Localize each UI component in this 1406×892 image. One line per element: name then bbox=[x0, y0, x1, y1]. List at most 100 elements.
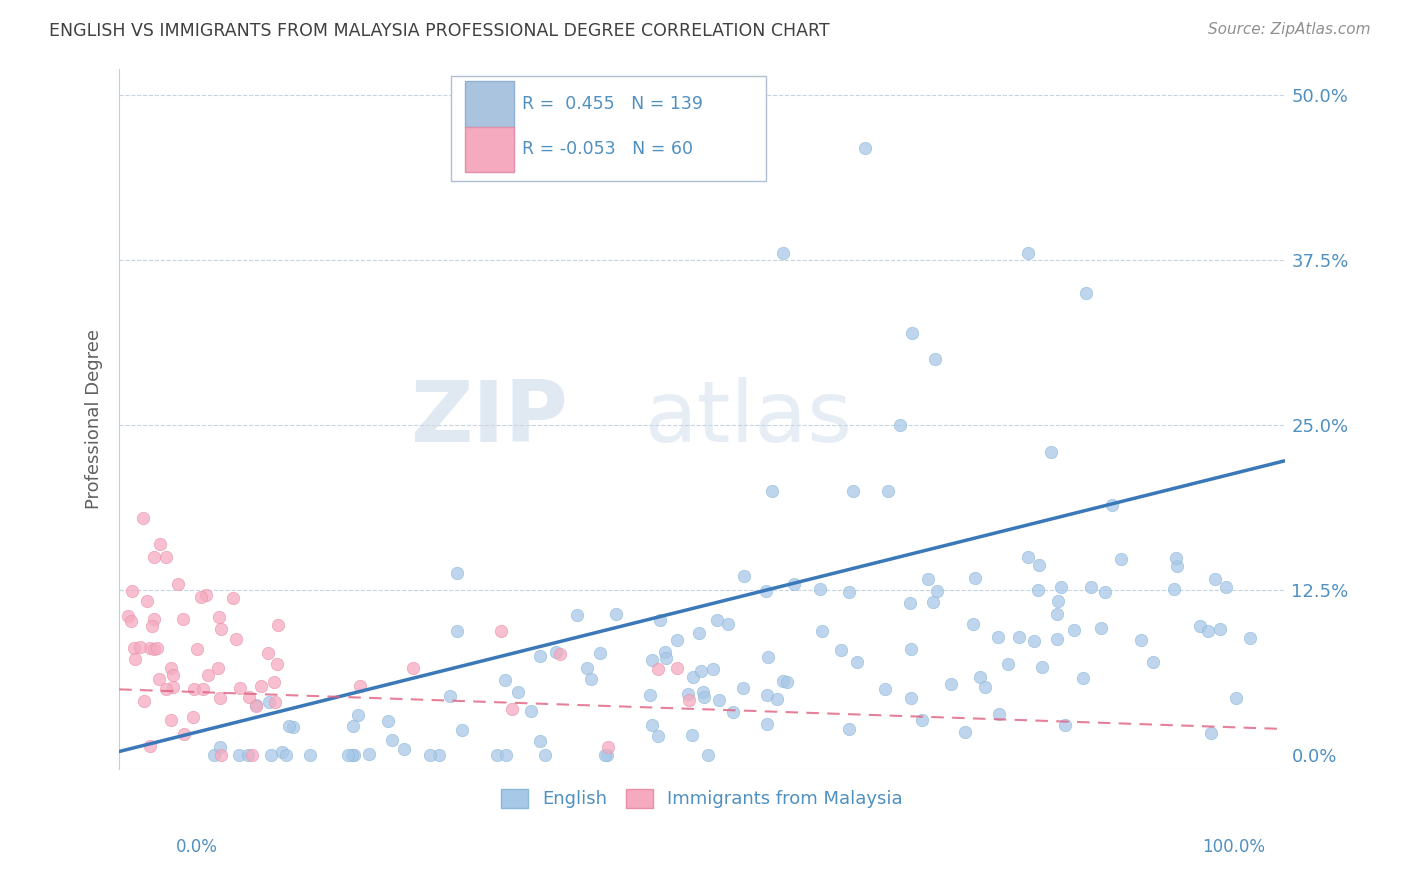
Point bbox=[145, 640, 167, 655]
Y-axis label: Professional Degree: Professional Degree bbox=[86, 328, 103, 508]
Point bbox=[277, 719, 299, 733]
Point bbox=[605, 607, 627, 621]
Point bbox=[1046, 593, 1069, 607]
Point bbox=[1071, 672, 1094, 686]
Point bbox=[900, 642, 922, 657]
Point bbox=[838, 585, 860, 599]
Point bbox=[134, 694, 156, 708]
Point bbox=[641, 718, 664, 732]
Point bbox=[122, 641, 145, 656]
Point bbox=[654, 645, 676, 659]
Text: R = -0.053   N = 60: R = -0.053 N = 60 bbox=[523, 140, 693, 159]
Point bbox=[1188, 618, 1211, 632]
Point bbox=[1142, 655, 1164, 669]
Point bbox=[1080, 581, 1102, 595]
Text: atlas: atlas bbox=[645, 377, 853, 460]
Point bbox=[1215, 580, 1237, 594]
Point bbox=[209, 748, 232, 763]
Point bbox=[266, 618, 288, 632]
Point bbox=[1225, 691, 1247, 706]
Point bbox=[155, 550, 177, 565]
Point bbox=[575, 661, 598, 675]
Point bbox=[250, 679, 273, 693]
Point bbox=[346, 708, 368, 723]
Point bbox=[924, 352, 946, 367]
Point bbox=[911, 713, 934, 727]
FancyBboxPatch shape bbox=[465, 127, 515, 172]
Point bbox=[342, 719, 364, 733]
Point bbox=[274, 748, 297, 763]
Point bbox=[343, 748, 366, 763]
Legend: English, Immigrants from Malaysia: English, Immigrants from Malaysia bbox=[494, 781, 910, 815]
Text: Source: ZipAtlas.com: Source: ZipAtlas.com bbox=[1208, 22, 1371, 37]
Point bbox=[755, 717, 778, 731]
Point bbox=[962, 616, 984, 631]
Point bbox=[593, 748, 616, 763]
Point bbox=[842, 484, 865, 499]
Point bbox=[665, 661, 688, 675]
Point bbox=[681, 728, 703, 742]
Point bbox=[209, 622, 232, 636]
Text: ENGLISH VS IMMIGRANTS FROM MALAYSIA PROFESSIONAL DEGREE CORRELATION CHART: ENGLISH VS IMMIGRANTS FROM MALAYSIA PROF… bbox=[49, 22, 830, 40]
Point bbox=[124, 652, 146, 666]
Point bbox=[682, 670, 704, 684]
Point bbox=[650, 613, 672, 627]
Point bbox=[257, 694, 280, 708]
Point bbox=[155, 681, 177, 696]
Point bbox=[208, 690, 231, 705]
Point bbox=[889, 418, 911, 433]
Point bbox=[143, 550, 166, 565]
Point bbox=[733, 569, 755, 583]
Text: ZIP: ZIP bbox=[411, 377, 568, 460]
Point bbox=[550, 647, 572, 661]
Point bbox=[579, 672, 602, 686]
Point bbox=[117, 608, 139, 623]
Point bbox=[142, 612, 165, 626]
Point bbox=[162, 668, 184, 682]
Point bbox=[486, 748, 509, 763]
Point bbox=[647, 729, 669, 743]
Point bbox=[755, 584, 778, 599]
Point bbox=[678, 693, 700, 707]
Point bbox=[1109, 552, 1132, 566]
Point bbox=[939, 677, 962, 691]
Point bbox=[692, 685, 714, 699]
Point bbox=[756, 688, 779, 702]
Point bbox=[987, 630, 1010, 644]
Text: 100.0%: 100.0% bbox=[1202, 838, 1265, 856]
Point bbox=[1028, 558, 1050, 573]
Point bbox=[1130, 633, 1153, 648]
Point bbox=[772, 674, 794, 689]
Point bbox=[245, 698, 267, 712]
Point bbox=[838, 722, 860, 736]
Point bbox=[666, 633, 689, 648]
Point bbox=[1101, 498, 1123, 512]
Point bbox=[377, 714, 399, 728]
Point bbox=[495, 748, 517, 763]
Point bbox=[758, 650, 780, 665]
Point bbox=[181, 709, 204, 723]
Point bbox=[772, 246, 794, 260]
Point bbox=[900, 691, 922, 706]
Point bbox=[225, 632, 247, 646]
Point bbox=[450, 723, 472, 738]
Point bbox=[1197, 624, 1219, 638]
Point bbox=[238, 690, 260, 705]
Point bbox=[640, 688, 662, 702]
Point bbox=[222, 591, 245, 606]
Text: R =  0.455   N = 139: R = 0.455 N = 139 bbox=[523, 95, 703, 113]
Point bbox=[402, 661, 425, 675]
Point bbox=[1053, 717, 1076, 731]
Point bbox=[263, 694, 285, 708]
Point bbox=[446, 624, 468, 638]
Point bbox=[419, 748, 441, 763]
Point bbox=[534, 748, 557, 763]
Point bbox=[501, 702, 523, 716]
Point bbox=[208, 610, 231, 624]
Point bbox=[245, 699, 267, 714]
Point bbox=[162, 680, 184, 694]
Point bbox=[183, 682, 205, 697]
Point bbox=[166, 576, 188, 591]
Point bbox=[766, 692, 789, 706]
Point bbox=[138, 641, 160, 656]
